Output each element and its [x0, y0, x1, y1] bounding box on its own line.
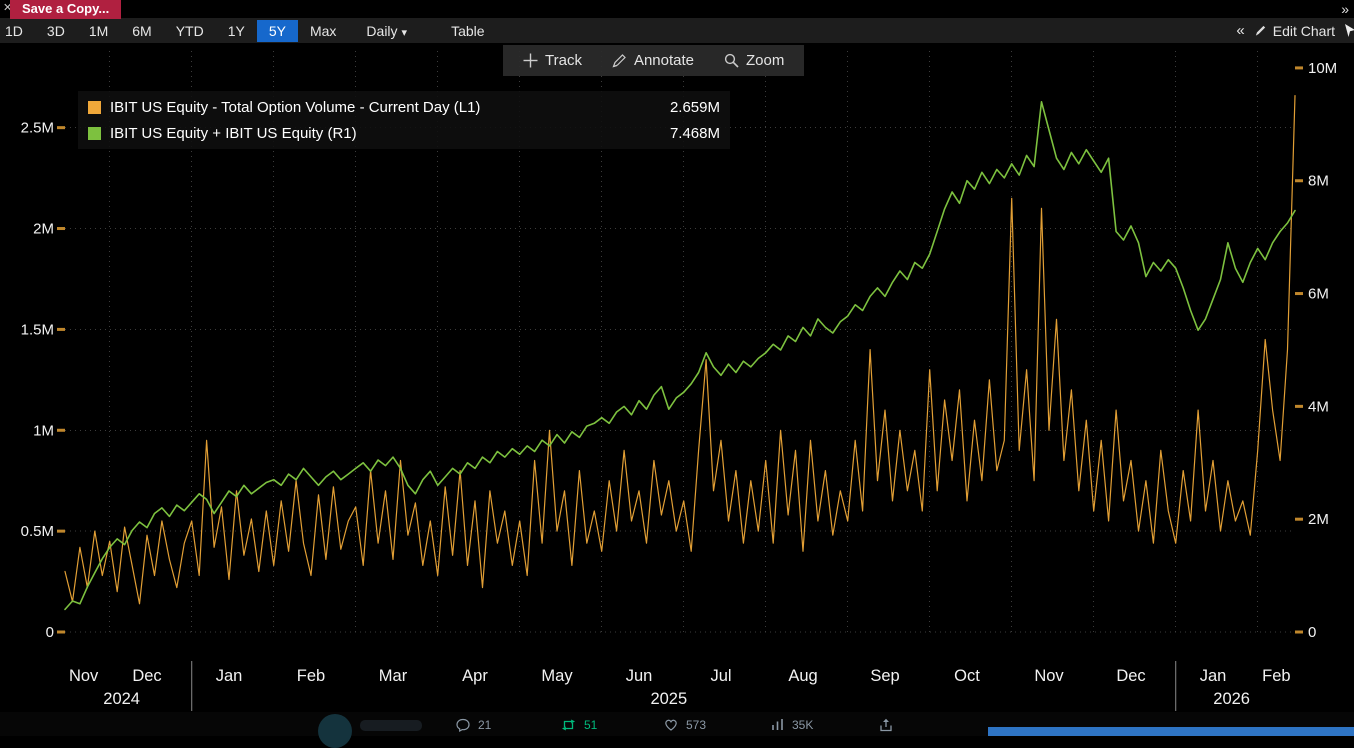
- svg-text:1M: 1M: [33, 422, 54, 439]
- repost-count: 51: [584, 718, 598, 732]
- svg-text:Oct: Oct: [954, 667, 980, 685]
- svg-text:Dec: Dec: [1116, 667, 1145, 685]
- svg-text:Feb: Feb: [297, 667, 325, 685]
- share-icon: [880, 718, 892, 732]
- svg-text:2024: 2024: [103, 690, 140, 708]
- svg-text:Jul: Jul: [710, 667, 731, 685]
- repost-icon: [562, 719, 575, 731]
- share-button[interactable]: [878, 717, 894, 733]
- crosshair-icon: [523, 53, 538, 68]
- zoom-button[interactable]: Zoom: [724, 52, 784, 69]
- track-label: Track: [545, 52, 582, 69]
- green-series-swatch: [88, 126, 101, 140]
- like-count: 573: [686, 717, 707, 732]
- reply-button[interactable]: 21: [455, 717, 491, 733]
- svg-text:Feb: Feb: [1262, 667, 1290, 685]
- period-1y-button[interactable]: 1Y: [227, 22, 245, 39]
- svg-text:10M: 10M: [1308, 60, 1337, 77]
- close-icon[interactable]: ✕: [3, 2, 13, 14]
- mouse-cursor-icon: [1345, 23, 1354, 37]
- svg-text:1.5M: 1.5M: [21, 321, 54, 338]
- period-1m-button[interactable]: 1M: [88, 22, 109, 39]
- chart-canvas[interactable]: 0 0.5M 1M 1.5M 2M 2.5M 0 2M 4M 6M 8M 10M Nov Dec Jan Fe…: [0, 43, 1354, 716]
- period-3d-button[interactable]: 3D: [46, 22, 65, 39]
- svg-text:Jan: Jan: [216, 667, 243, 685]
- svg-text:Jan: Jan: [1200, 667, 1227, 685]
- axis-labels: 0 0.5M 1M 1.5M 2M 2.5M 0 2M 4M 6M 8M 10M Nov Dec Jan Fe…: [21, 60, 1337, 711]
- svg-text:Nov: Nov: [69, 667, 99, 685]
- legend-row-option-volume: IBIT US Equity - Total Option Volume - C…: [88, 94, 720, 120]
- caret-down-icon: ▾: [401, 26, 408, 39]
- avatar: [318, 714, 352, 748]
- svg-text:8M: 8M: [1308, 173, 1329, 190]
- svg-text:Dec: Dec: [132, 667, 161, 685]
- expand-chevron-icon[interactable]: »: [1341, 1, 1349, 17]
- orange-series-swatch: [88, 100, 101, 114]
- period-max-button[interactable]: Max: [309, 22, 337, 39]
- save-copy-button[interactable]: Save a Copy...: [10, 0, 122, 19]
- views-bars-icon: [772, 719, 783, 730]
- view-count: 35K: [792, 717, 814, 732]
- svg-text:4M: 4M: [1308, 398, 1329, 415]
- svg-text:May: May: [541, 667, 573, 685]
- svg-text:2M: 2M: [1308, 511, 1329, 528]
- svg-text:Mar: Mar: [379, 667, 408, 685]
- svg-text:Apr: Apr: [462, 667, 488, 685]
- repost-button[interactable]: 51: [560, 717, 597, 733]
- edit-chart-label: Edit Chart: [1272, 22, 1335, 39]
- table-button[interactable]: Table: [451, 22, 485, 39]
- magnifier-icon: [724, 53, 739, 68]
- heart-icon: [665, 719, 677, 731]
- svg-text:Sep: Sep: [870, 667, 899, 685]
- edit-chart-button[interactable]: Edit Chart: [1254, 23, 1335, 39]
- period-toolbar: 1D 3D 1M 6M YTD 1Y 5Y Max Daily ▾ Table «…: [0, 18, 1354, 43]
- track-button[interactable]: Track: [523, 52, 582, 69]
- svg-text:Nov: Nov: [1034, 667, 1064, 685]
- blurred-username: [360, 720, 422, 731]
- frequency-dropdown[interactable]: Daily ▾: [358, 20, 415, 42]
- legend-label: IBIT US Equity + IBIT US Equity (R1): [110, 124, 357, 142]
- svg-text:2.5M: 2.5M: [21, 120, 54, 137]
- series-line-share-volume: [64, 100, 1296, 611]
- frequency-label: Daily: [366, 22, 398, 39]
- period-5y-button[interactable]: 5Y: [256, 19, 298, 42]
- social-footer: 21 51 573 35K: [0, 712, 1354, 748]
- collapse-chevron-icon[interactable]: «: [1236, 22, 1245, 39]
- annotate-label: Annotate: [633, 52, 695, 69]
- period-6m-button[interactable]: 6M: [132, 22, 152, 39]
- legend-value: 2.659M: [669, 98, 720, 116]
- svg-text:2026: 2026: [1213, 690, 1250, 708]
- svg-text:Aug: Aug: [788, 667, 817, 685]
- series-line-option-volume: [64, 94, 1296, 605]
- reply-count: 21: [478, 718, 492, 732]
- svg-text:0: 0: [46, 624, 54, 641]
- reply-bubble-icon: [456, 718, 470, 733]
- legend-row-share-volume: IBIT US Equity + IBIT US Equity (R1) 7.4…: [88, 120, 720, 146]
- bottom-blue-strip: [988, 727, 1354, 736]
- annotate-pencil-icon: [612, 54, 626, 68]
- edit-pencil-icon: [1255, 25, 1265, 36]
- period-ytd-button[interactable]: YTD: [175, 22, 204, 39]
- svg-text:0.5M: 0.5M: [21, 523, 54, 540]
- svg-text:0: 0: [1308, 624, 1316, 641]
- views-button[interactable]: 35K: [770, 717, 813, 732]
- svg-text:Jun: Jun: [626, 667, 653, 685]
- zoom-label: Zoom: [746, 52, 785, 69]
- svg-text:2M: 2M: [33, 221, 54, 238]
- annotate-button[interactable]: Annotate: [612, 52, 694, 69]
- legend-value: 7.468M: [669, 124, 720, 142]
- svg-text:6M: 6M: [1308, 286, 1329, 303]
- svg-text:2025: 2025: [650, 690, 687, 708]
- toolbar-right-group: « Edit Chart: [1236, 22, 1354, 39]
- period-1d-button[interactable]: 1D: [5, 22, 23, 39]
- legend-label: IBIT US Equity - Total Option Volume - C…: [110, 98, 481, 116]
- chart-legend: IBIT US Equity - Total Option Volume - C…: [78, 91, 730, 149]
- chart-tools-bar: Track Annotate Zoom: [503, 45, 805, 76]
- like-button[interactable]: 573: [663, 717, 706, 732]
